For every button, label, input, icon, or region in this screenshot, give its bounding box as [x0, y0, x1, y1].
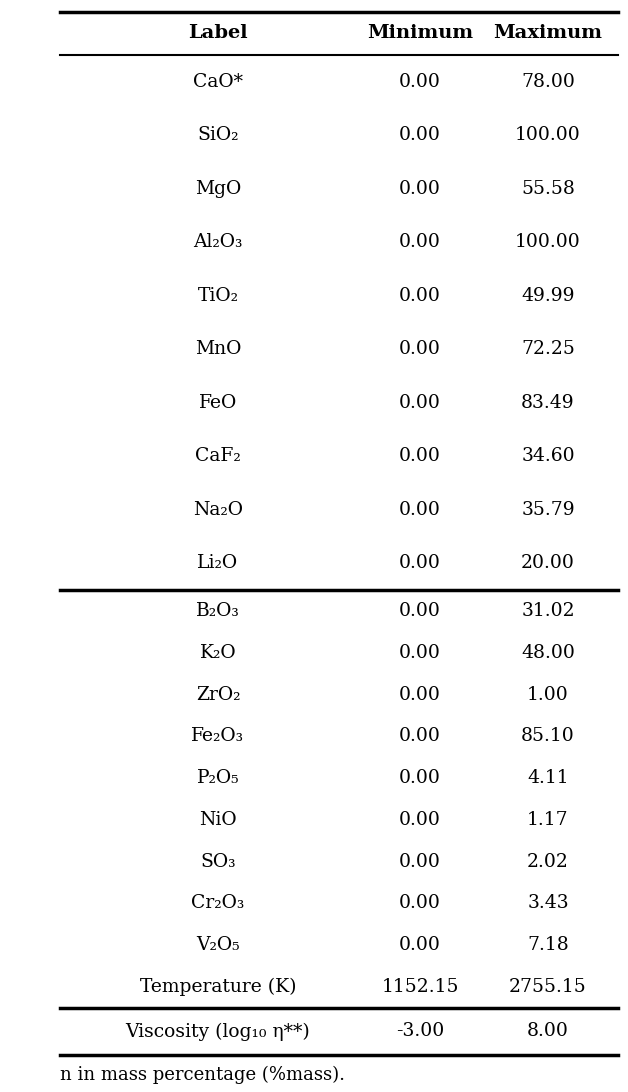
Text: 7.18: 7.18	[527, 936, 569, 954]
Text: 1152.15: 1152.15	[381, 978, 458, 996]
Text: 0.00: 0.00	[399, 894, 441, 913]
Text: Label: Label	[188, 24, 248, 43]
Text: 0.00: 0.00	[399, 234, 441, 251]
Text: 2.02: 2.02	[527, 853, 569, 870]
Text: TiO₂: TiO₂	[197, 287, 239, 305]
Text: 0.00: 0.00	[399, 555, 441, 572]
Text: 0.00: 0.00	[399, 769, 441, 787]
Text: 49.99: 49.99	[521, 287, 575, 305]
Text: 78.00: 78.00	[521, 73, 575, 91]
Text: P₂O₅: P₂O₅	[197, 769, 239, 787]
Text: n in mass percentage (%mass).: n in mass percentage (%mass).	[60, 1066, 345, 1084]
Text: V₂O₅: V₂O₅	[196, 936, 240, 954]
Text: 48.00: 48.00	[521, 643, 575, 662]
Text: 1.00: 1.00	[527, 686, 569, 703]
Text: 34.60: 34.60	[521, 448, 575, 465]
Text: 0.00: 0.00	[399, 394, 441, 412]
Text: Al₂O₃: Al₂O₃	[193, 234, 243, 251]
Text: 0.00: 0.00	[399, 73, 441, 91]
Text: 4.11: 4.11	[527, 769, 569, 787]
Text: 8.00: 8.00	[527, 1022, 569, 1041]
Text: Li₂O: Li₂O	[197, 555, 239, 572]
Text: 0.00: 0.00	[399, 853, 441, 870]
Text: 0.00: 0.00	[399, 287, 441, 305]
Text: SO₃: SO₃	[200, 853, 236, 870]
Text: 2755.15: 2755.15	[509, 978, 587, 996]
Text: ZrO₂: ZrO₂	[196, 686, 241, 703]
Text: 0.00: 0.00	[399, 936, 441, 954]
Text: NiO: NiO	[199, 811, 237, 829]
Text: 0.00: 0.00	[399, 686, 441, 703]
Text: B₂O₃: B₂O₃	[196, 602, 240, 620]
Text: Cr₂O₃: Cr₂O₃	[192, 894, 245, 913]
Text: 83.49: 83.49	[521, 394, 575, 412]
Text: Maximum: Maximum	[494, 24, 602, 43]
Text: 0.00: 0.00	[399, 811, 441, 829]
Text: 0.00: 0.00	[399, 643, 441, 662]
Text: 0.00: 0.00	[399, 501, 441, 519]
Text: CaF₂: CaF₂	[195, 448, 241, 465]
Text: 72.25: 72.25	[521, 341, 575, 358]
Text: 1.17: 1.17	[527, 811, 569, 829]
Text: 55.58: 55.58	[521, 180, 575, 198]
Text: Viscosity (log₁₀ η**): Viscosity (log₁₀ η**)	[126, 1022, 310, 1041]
Text: Temperature (K): Temperature (K)	[140, 978, 296, 996]
Text: K₂O: K₂O	[200, 643, 236, 662]
Text: -3.00: -3.00	[396, 1022, 444, 1041]
Text: 100.00: 100.00	[515, 127, 581, 144]
Text: CaO*: CaO*	[193, 73, 243, 91]
Text: 0.00: 0.00	[399, 448, 441, 465]
Text: SiO₂: SiO₂	[197, 127, 239, 144]
Text: MnO: MnO	[195, 341, 241, 358]
Text: 85.10: 85.10	[521, 727, 575, 746]
Text: 3.43: 3.43	[527, 894, 569, 913]
Text: Fe₂O₃: Fe₂O₃	[192, 727, 244, 746]
Text: 35.79: 35.79	[521, 501, 575, 519]
Text: 20.00: 20.00	[521, 555, 575, 572]
Text: 0.00: 0.00	[399, 341, 441, 358]
Text: FeO: FeO	[199, 394, 237, 412]
Text: 100.00: 100.00	[515, 234, 581, 251]
Text: 0.00: 0.00	[399, 180, 441, 198]
Text: Minimum: Minimum	[367, 24, 473, 43]
Text: Na₂O: Na₂O	[193, 501, 243, 519]
Text: 0.00: 0.00	[399, 727, 441, 746]
Text: 31.02: 31.02	[521, 602, 575, 620]
Text: 0.00: 0.00	[399, 602, 441, 620]
Text: 0.00: 0.00	[399, 127, 441, 144]
Text: MgO: MgO	[195, 180, 241, 198]
